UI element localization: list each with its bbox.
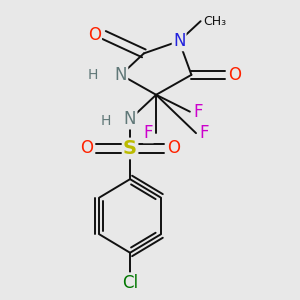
Text: N: N	[124, 110, 136, 128]
Text: F: F	[199, 124, 208, 142]
Text: Cl: Cl	[122, 274, 138, 292]
Text: S: S	[123, 139, 137, 158]
Text: O: O	[88, 26, 101, 44]
Text: F: F	[144, 124, 153, 142]
Text: H: H	[88, 68, 98, 82]
Text: O: O	[228, 66, 241, 84]
Text: O: O	[80, 140, 93, 158]
Text: H: H	[100, 114, 111, 128]
Text: F: F	[193, 103, 202, 121]
Text: N: N	[173, 32, 185, 50]
Text: N: N	[115, 66, 127, 84]
Text: CH₃: CH₃	[204, 15, 227, 28]
Text: O: O	[167, 140, 180, 158]
